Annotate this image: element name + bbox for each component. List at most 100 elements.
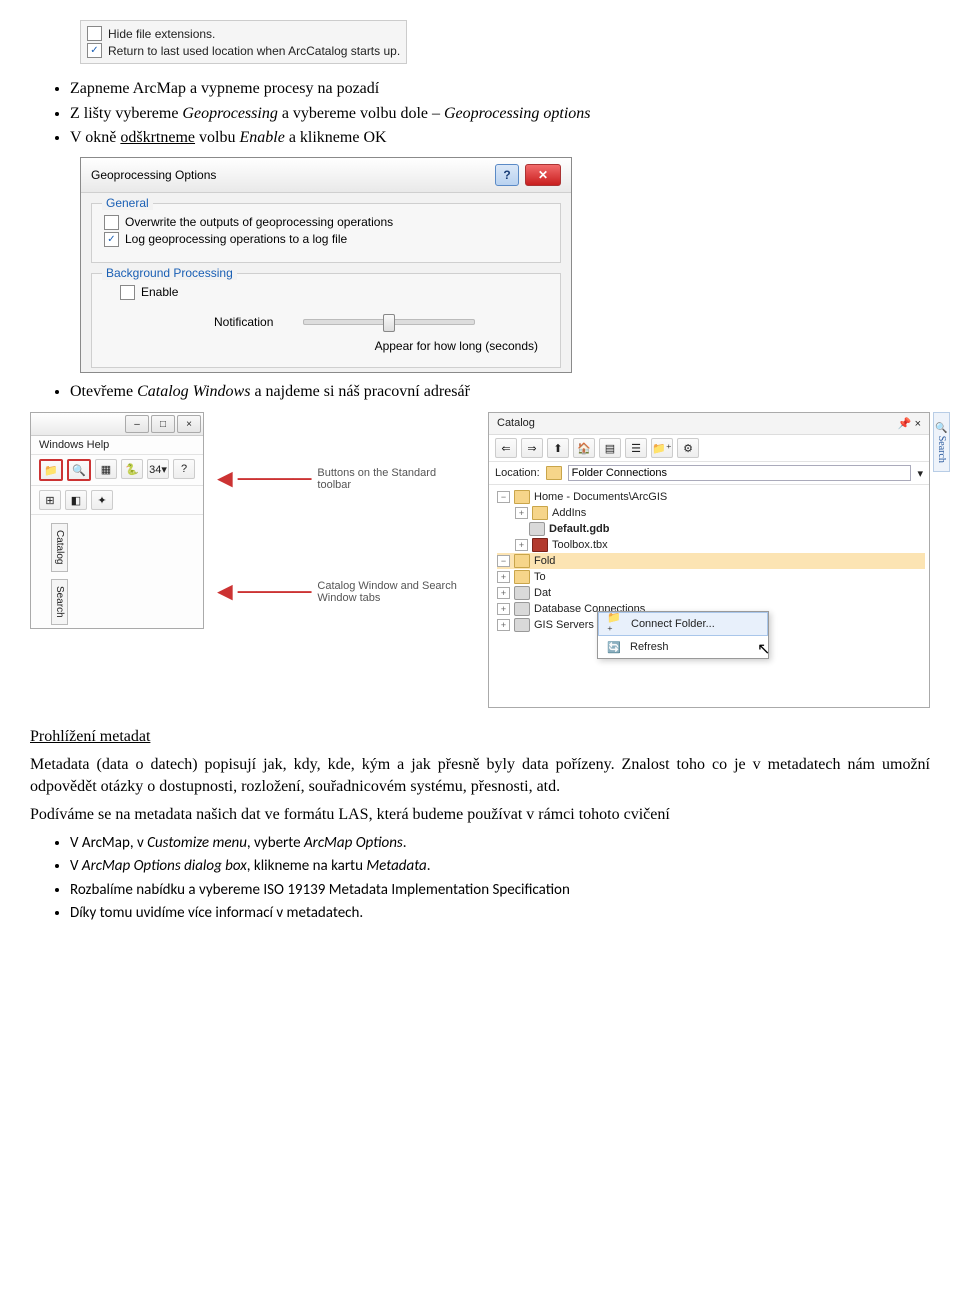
expander-icon[interactable]: − [497,555,510,567]
toolbox-icon [532,538,548,552]
standard-toolbar: 📁 🔍 ▦ 🐍 34▾ ? [31,455,203,486]
catalog-tree[interactable]: − Home - Documents\ArcGIS + AddIns Defau… [489,485,929,707]
slider-thumb[interactable] [383,314,395,332]
tree-defaultgdb[interactable]: Default.gdb [497,521,925,537]
expander-icon[interactable]: + [515,507,528,519]
option-enable-background[interactable]: Enable [120,284,548,301]
option-label: Hide file extensions. [108,27,215,41]
list-button[interactable]: ☰ [625,438,647,458]
connect-folder-menuitem[interactable]: 📁⁺ Connect Folder... [598,612,768,636]
dialog-title: Geoprocessing Options [91,168,216,182]
checkbox-icon[interactable] [87,26,102,41]
help-button[interactable]: ? [173,459,195,479]
geodatabase-icon [529,522,545,536]
toolbar-button[interactable]: ◧ [65,490,87,510]
cursor-icon: ↖ [757,639,960,659]
group-legend: Background Processing [102,266,237,280]
toolbar-button[interactable]: ⊞ [39,490,61,510]
tree-folder-connections[interactable]: − Fold [497,553,925,569]
tree-item[interactable]: + Dat [497,585,925,601]
catalog-tab[interactable]: Catalog [51,523,68,571]
checkbox-icon[interactable] [120,285,135,300]
connect-folder-icon: 📁⁺ [607,617,623,631]
forward-button[interactable]: ⇒ [521,438,543,458]
option-log-operations[interactable]: Log geoprocessing operations to a log fi… [104,231,548,248]
server-icon [514,618,530,632]
paragraph: Podíváme se na metadata našich dat ve fo… [30,804,930,826]
toolbar-button[interactable]: 34▾ [147,459,169,479]
dropdown-icon[interactable]: ▾ [917,467,923,480]
catalog-toolbar: ⇐ ⇒ ⬆ 🏠 ▤ ☰ 📁⁺ ⚙ [489,435,929,462]
search-side-tab[interactable]: 🔍 Search [933,412,950,472]
option-label: Enable [141,285,178,299]
group-legend: General [102,196,153,210]
callout-text: Catalog Window and Search Window tabs [317,580,472,604]
group-general: General Overwrite the outputs of geoproc… [91,203,561,263]
option-label: Log geoprocessing operations to a log fi… [125,232,347,246]
close-icon[interactable]: × [915,418,921,430]
expander-icon[interactable]: − [497,491,510,503]
folder-icon [532,506,548,520]
arrow-icon: ◄──── [212,466,311,492]
expander-icon[interactable]: + [497,571,510,583]
connect-folder-button[interactable]: 📁⁺ [651,438,673,458]
search-window-button[interactable]: 🔍 [67,459,91,481]
close-button[interactable]: ✕ [525,164,561,186]
arccatalog-options-snippet: Hide file extensions. Return to last use… [80,20,407,64]
arcmap-toolbar-snippet: – □ × Windows Help 📁 🔍 ▦ 🐍 34▾ ? ⊞ ◧ ✦ [30,412,204,628]
location-label: Location: [495,467,540,479]
up-button[interactable]: ⬆ [547,438,569,458]
instruction-list-1: Zapneme ArcMap a vypneme procesy na poza… [30,78,930,149]
toolbar-button[interactable]: ✦ [91,490,113,510]
list-item: V ArcMap, v Customize menu, vyberte ArcM… [70,833,930,853]
expander-icon[interactable]: + [497,603,510,615]
list-item: Otevřeme Catalog Windows a najdeme si ná… [70,381,930,403]
close-button[interactable]: × [177,415,201,433]
list-item: V ArcMap Options dialog box, klikneme na… [70,856,930,876]
checkbox-icon[interactable] [104,215,119,230]
secondary-toolbar: ⊞ ◧ ✦ [31,486,203,515]
option-hide-extensions[interactable]: Hide file extensions. [87,25,400,42]
arrow-icon: ◄──── [212,579,311,605]
toolbar-button[interactable]: ▦ [95,459,117,479]
location-input[interactable] [568,465,912,481]
tree-addins[interactable]: + AddIns [497,505,925,521]
option-label: Return to last used location when ArcCat… [108,44,400,58]
paragraph: Metadata (data o datech) popisují jak, k… [30,754,930,797]
minimize-button[interactable]: – [125,415,149,433]
refresh-menuitem[interactable]: 🔄 Refresh [598,636,768,658]
tree-toolbox[interactable]: + Toolbox.tbx [497,537,925,553]
context-menu: 📁⁺ Connect Folder... 🔄 Refresh [597,611,769,659]
options-button[interactable]: ⚙ [677,438,699,458]
catalog-panel: Catalog 📌 × ⇐ ⇒ ⬆ 🏠 ▤ ☰ 📁⁺ ⚙ Location: ▾ [488,412,930,708]
menubar[interactable]: Windows Help [31,436,203,455]
folder-icon [514,554,530,568]
help-button[interactable]: ? [495,164,519,186]
toggle-button[interactable]: ▤ [599,438,621,458]
option-overwrite-outputs[interactable]: Overwrite the outputs of geoprocessing o… [104,214,548,231]
expander-icon[interactable]: + [515,539,528,551]
catalog-window-button[interactable]: 📁 [39,459,63,481]
checkbox-icon[interactable] [87,43,102,58]
expander-icon[interactable]: + [497,619,510,631]
option-return-last-location[interactable]: Return to last used location when ArcCat… [87,42,400,59]
location-bar: Location: ▾ [489,462,929,485]
tree-home[interactable]: − Home - Documents\ArcGIS [497,489,925,505]
home-button[interactable]: 🏠 [573,438,595,458]
instruction-list-2: Otevřeme Catalog Windows a najdeme si ná… [30,381,930,403]
pin-icon[interactable]: 📌 [898,418,912,430]
group-background-processing: Background Processing Enable Notificatio… [91,273,561,368]
maximize-button[interactable]: □ [151,415,175,433]
tree-item[interactable]: + To [497,569,925,585]
callout-text: Buttons on the Standard toolbar [317,467,472,491]
checkbox-icon[interactable] [104,232,119,247]
database-icon [514,586,530,600]
list-item: Zapneme ArcMap a vypneme procesy na poza… [70,78,930,100]
notification-label: Notification [214,315,273,329]
expander-icon[interactable]: + [497,587,510,599]
toolbar-button[interactable]: 🐍 [121,459,143,479]
back-button[interactable]: ⇐ [495,438,517,458]
notification-slider[interactable] [303,319,475,325]
appear-label: Appear for how long (seconds) [375,339,538,353]
search-tab[interactable]: Search [51,579,68,625]
